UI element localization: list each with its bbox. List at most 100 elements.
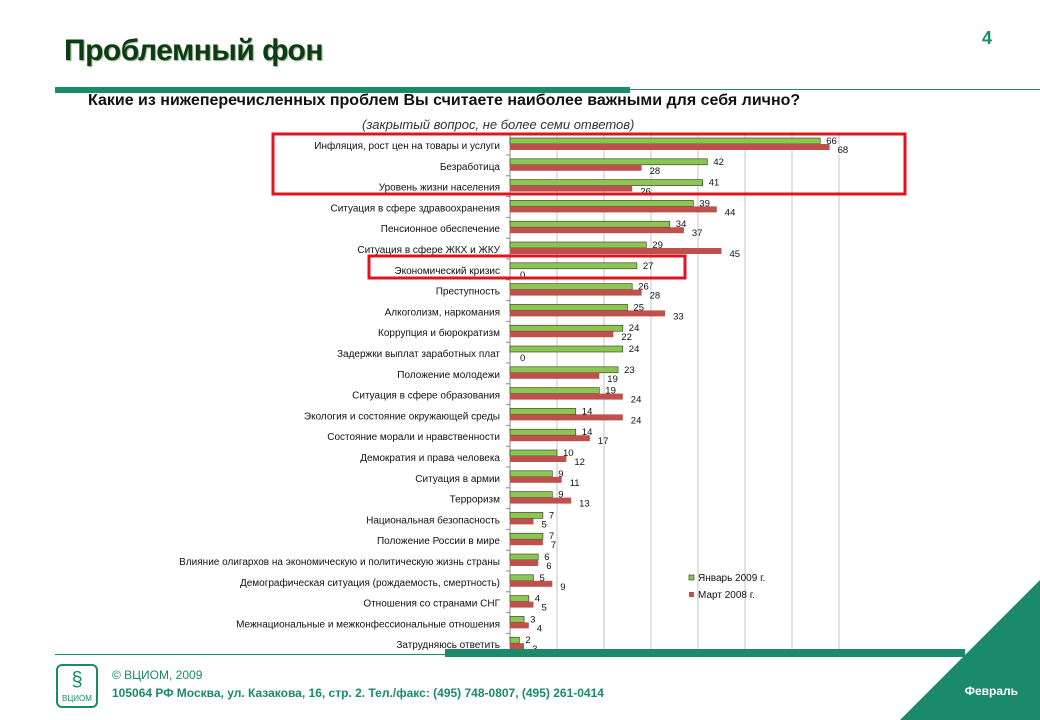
address: 105064 РФ Москва, ул. Казакова, 16, стр.…: [112, 686, 604, 700]
category-label: Ситуация в сфере здравоохранения: [330, 202, 500, 214]
bar-mar-2008: [510, 393, 623, 400]
data-label-mar-2008: 0: [520, 353, 525, 364]
data-label-mar-2008: 33: [673, 311, 684, 322]
data-label-jan-2009: 24: [629, 344, 640, 355]
bar-mar-2008: [510, 331, 614, 338]
data-label-mar-2008: 0: [520, 270, 525, 281]
question-text: Какие из нижеперечисленных проблем Вы сч…: [88, 92, 801, 109]
category-label: Положение России в мире: [377, 536, 500, 547]
footer-divider: [55, 654, 445, 655]
legend-swatch: [688, 574, 695, 581]
slide-title: Проблемный фон: [64, 34, 323, 67]
data-label-jan-2009: 66: [826, 136, 837, 147]
data-label-jan-2009: 9: [558, 469, 563, 480]
data-label-jan-2009: 10: [563, 448, 574, 459]
data-label-mar-2008: 7: [551, 540, 556, 551]
bar-jan-2009: [509, 345, 624, 353]
bar-mar-2008: [510, 248, 722, 254]
bar-mar-2008: [510, 414, 623, 421]
category-label: Демографическая ситуация (рождаемость, с…: [240, 577, 500, 589]
legend-label: Март 2008 г.: [698, 590, 755, 601]
bar-mar-2008: [510, 310, 666, 317]
data-label-mar-2008: 37: [692, 228, 703, 239]
bar-mar-2008: [510, 435, 590, 442]
category-label: Экономический кризис: [394, 266, 500, 277]
month-label: Февраль: [964, 684, 1018, 698]
data-label-jan-2009: 4: [535, 594, 540, 605]
data-label-mar-2008: 24: [631, 415, 642, 426]
category-label: Ситуация в армии: [415, 474, 500, 485]
bar-mar-2008: [510, 601, 534, 608]
data-label-mar-2008: 19: [607, 374, 618, 385]
category-label: Задержки выплат заработных плат: [337, 348, 500, 360]
data-label-mar-2008: 5: [542, 519, 547, 530]
highlight-box-top3: [271, 132, 907, 196]
category-label: Ситуация в сфере образования: [352, 390, 500, 402]
bar-jan-2009: [509, 553, 539, 561]
category-label: Ситуация в сфере ЖКХ и ЖКУ: [357, 244, 500, 256]
category-label: Влияние олигархов на экономическую и пол…: [179, 557, 500, 568]
data-label-jan-2009: 14: [582, 427, 593, 438]
data-label-mar-2008: 17: [598, 436, 609, 447]
page-number: 4: [982, 28, 993, 48]
data-label-mar-2008: 68: [838, 145, 849, 156]
data-label-mar-2008: 44: [725, 207, 736, 218]
bar-jan-2009: [509, 512, 544, 519]
data-label-mar-2008: 13: [579, 499, 590, 510]
bar-jan-2009: [509, 262, 638, 270]
data-label-jan-2009: 23: [624, 365, 635, 376]
bar-jan-2009: [509, 408, 577, 415]
bar-mar-2008: [510, 580, 553, 587]
data-label-mar-2008: 4: [537, 623, 542, 634]
category-label: Терроризм: [450, 495, 501, 506]
category-label: Алкоголизм, наркомания: [385, 307, 500, 318]
bar-jan-2009: [509, 137, 821, 145]
category-label: Экология и состояние окружающей среды: [304, 411, 500, 422]
bar-mar-2008: [510, 476, 562, 483]
bar-mar-2008: [510, 518, 534, 525]
data-label-jan-2009: 14: [582, 406, 593, 417]
copyright: © ВЦИОМ, 2009: [112, 668, 203, 682]
data-label-jan-2009: 2: [525, 635, 530, 646]
bar-jan-2009: [509, 241, 647, 249]
data-label-jan-2009: 25: [634, 302, 645, 313]
bar-mar-2008: [510, 144, 830, 150]
vciom-logo: § ВЦИОМ: [56, 664, 98, 708]
data-label-mar-2008: 9: [560, 582, 565, 593]
bar-jan-2009: [509, 387, 600, 394]
data-label-mar-2008: 28: [650, 291, 661, 302]
data-label-jan-2009: 39: [699, 198, 710, 209]
bar-jan-2009: [509, 574, 534, 582]
bar-mar-2008: [510, 622, 529, 629]
legend-swatch: [689, 592, 694, 597]
data-label-mar-2008: 12: [574, 457, 585, 468]
category-label: Преступность: [436, 287, 500, 298]
bar-jan-2009: [509, 470, 553, 478]
bar-jan-2009: [509, 304, 628, 311]
category-label: Безработица: [440, 161, 501, 173]
legend-label: Январь 2009 г.: [698, 573, 765, 584]
bar-jan-2009: [509, 616, 525, 623]
category-label: Межнациональные и межконфессиональные от…: [236, 618, 500, 630]
bar-jan-2009: [509, 200, 694, 207]
bar-jan-2009: [509, 595, 530, 602]
bar-jan-2009: [509, 532, 544, 540]
data-label-mar-2008: 24: [631, 395, 642, 406]
bar-mar-2008: [510, 185, 633, 192]
category-label: Национальная безопасность: [366, 514, 500, 526]
bar-mar-2008: [510, 289, 642, 296]
category-label: Уровень жизни населения: [379, 183, 500, 194]
header-divider-thin: [630, 89, 1040, 90]
bar-jan-2009: [509, 220, 671, 228]
bar-jan-2009: [509, 428, 577, 436]
bar-jan-2009: [509, 449, 558, 457]
category-label: Демократия и права человека: [360, 453, 500, 464]
question-note: (закрытый вопрос, не более семи ответов): [362, 117, 635, 132]
data-label-jan-2009: 34: [676, 219, 687, 230]
data-label-mar-2008: 22: [621, 332, 632, 343]
category-label: Состояние морали и нравственности: [327, 432, 500, 443]
bar-mar-2008: [510, 372, 600, 379]
data-label-jan-2009: 6: [544, 552, 549, 563]
category-label: Инфляция, рост цен на товары и услуги: [314, 140, 500, 152]
